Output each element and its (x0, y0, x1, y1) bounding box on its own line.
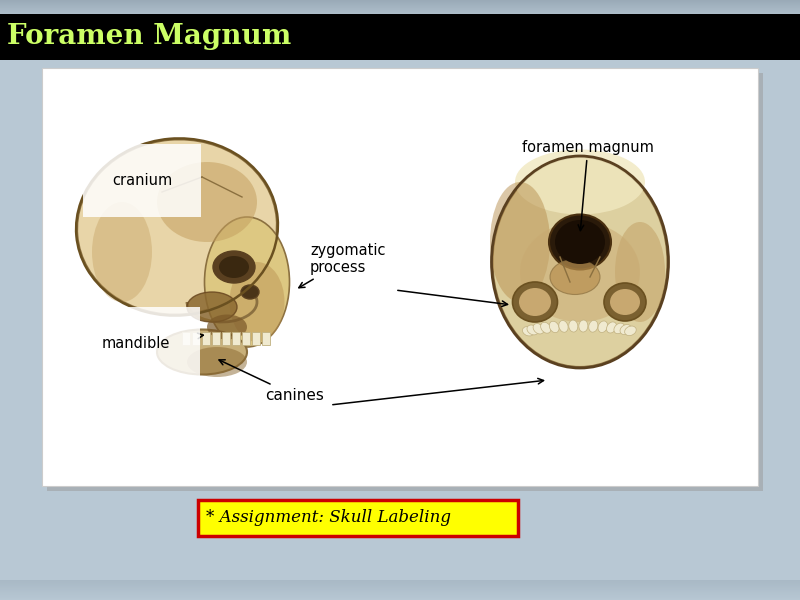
Ellipse shape (555, 220, 605, 264)
Bar (202, 332, 210, 345)
Ellipse shape (620, 325, 631, 335)
Ellipse shape (610, 289, 640, 315)
Bar (0, 591, 800, 592)
Bar (0, 15, 800, 16)
Ellipse shape (527, 325, 538, 335)
Bar (0, 18, 800, 19)
Ellipse shape (614, 323, 625, 334)
Ellipse shape (559, 320, 568, 332)
Ellipse shape (522, 326, 534, 336)
Ellipse shape (549, 214, 611, 269)
Ellipse shape (519, 288, 551, 316)
Bar (0, 14, 800, 60)
Ellipse shape (598, 321, 607, 332)
Bar (0, 19, 800, 20)
Bar (262, 332, 270, 345)
Bar (0, 599, 800, 600)
Text: cranium: cranium (112, 173, 172, 188)
Bar (242, 332, 250, 345)
Ellipse shape (589, 320, 598, 332)
Bar (0, 3, 800, 4)
Ellipse shape (604, 283, 646, 321)
Bar (0, 0, 800, 1)
Text: canines: canines (219, 360, 324, 403)
Ellipse shape (569, 320, 578, 332)
Bar (0, 585, 800, 586)
Ellipse shape (207, 314, 247, 340)
Bar (0, 583, 800, 584)
Bar (0, 594, 800, 595)
Bar (0, 4, 800, 5)
Text: * Assignment: Skull Labeling: * Assignment: Skull Labeling (206, 509, 451, 527)
Ellipse shape (550, 259, 600, 295)
Bar (0, 587, 800, 588)
Bar (0, 584, 800, 585)
Ellipse shape (606, 322, 617, 333)
Ellipse shape (493, 157, 667, 367)
Bar (42, 68, 758, 486)
Bar (198, 500, 518, 536)
Ellipse shape (490, 182, 550, 302)
Ellipse shape (579, 320, 588, 332)
Bar (47, 73, 763, 491)
Bar (192, 332, 200, 345)
Ellipse shape (230, 262, 285, 342)
Text: Foramen Magnum: Foramen Magnum (7, 23, 291, 50)
Ellipse shape (615, 222, 665, 322)
Bar (0, 14, 800, 15)
Ellipse shape (625, 326, 636, 335)
Ellipse shape (205, 217, 290, 347)
Text: zygomatic
process: zygomatic process (299, 242, 386, 288)
Ellipse shape (157, 329, 247, 374)
Bar (0, 592, 800, 593)
Ellipse shape (533, 323, 544, 334)
Bar (232, 332, 240, 345)
Bar (0, 11, 800, 12)
Bar (0, 13, 800, 14)
Bar (252, 332, 260, 345)
Bar (0, 2, 800, 3)
Ellipse shape (513, 282, 558, 322)
Bar (0, 10, 800, 11)
Bar (0, 586, 800, 587)
Bar (0, 588, 800, 589)
Bar (182, 332, 190, 345)
Bar (0, 593, 800, 594)
Bar (0, 595, 800, 596)
Ellipse shape (515, 149, 645, 214)
Bar (0, 5, 800, 6)
Ellipse shape (241, 285, 259, 299)
Bar (0, 7, 800, 8)
Ellipse shape (92, 202, 152, 302)
Bar (0, 581, 800, 582)
Ellipse shape (187, 347, 247, 377)
Ellipse shape (187, 292, 237, 322)
Bar (0, 12, 800, 13)
Bar (0, 590, 800, 591)
Text: mandible: mandible (102, 333, 203, 351)
Bar (0, 6, 800, 7)
Ellipse shape (541, 322, 551, 333)
Text: foramen magnum: foramen magnum (522, 140, 654, 230)
Bar (0, 598, 800, 599)
Bar (0, 8, 800, 9)
Bar (0, 580, 800, 581)
Bar (0, 589, 800, 590)
Ellipse shape (213, 251, 255, 283)
Bar (212, 332, 220, 345)
Ellipse shape (157, 162, 257, 242)
Ellipse shape (520, 222, 640, 322)
Bar (0, 597, 800, 598)
Ellipse shape (77, 139, 277, 314)
Bar (0, 1, 800, 2)
Bar (0, 9, 800, 10)
Bar (0, 596, 800, 597)
Bar (222, 332, 230, 345)
Bar (0, 16, 800, 17)
Bar (0, 582, 800, 583)
Ellipse shape (550, 321, 559, 332)
Bar (0, 0, 800, 12)
Bar (0, 17, 800, 18)
Ellipse shape (219, 256, 249, 278)
